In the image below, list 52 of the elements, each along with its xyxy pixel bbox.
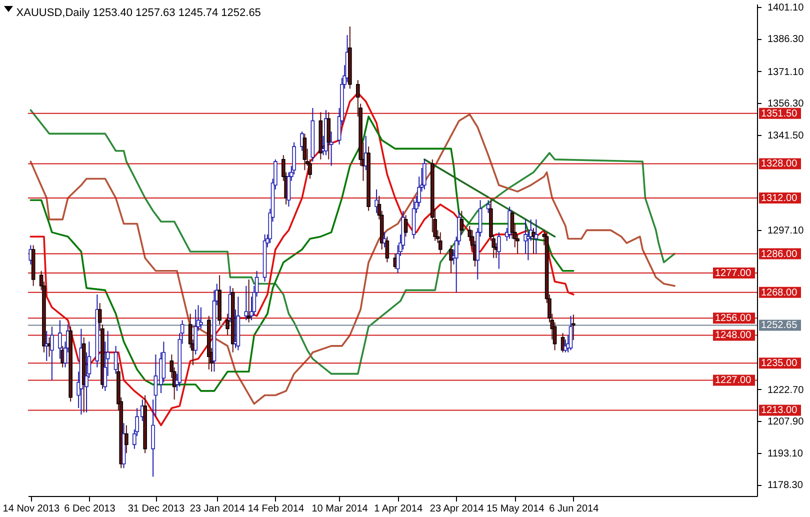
y-tick-label: 1386.30 [768, 34, 804, 46]
ref-line-label: 1252.65 [761, 320, 798, 332]
candlestick [199, 306, 203, 330]
x-tick-label: 15 May 2014 [486, 504, 545, 514]
candlestick [326, 112, 331, 160]
ref-line-label: 1277.00 [715, 268, 752, 280]
x-tick-label: 31 Dec 2013 [128, 504, 185, 514]
candlestick [124, 424, 128, 454]
candlestick [50, 326, 54, 381]
ref-line-label: 1328.00 [761, 158, 798, 170]
x-tick-label: 23 Jan 2014 [190, 504, 246, 514]
candlestick [449, 244, 453, 274]
x-tick-label: 1 Apr 2014 [374, 504, 423, 514]
candlestick [532, 228, 536, 254]
ref-line-label: 1248.00 [715, 330, 752, 342]
ref-line-label: 1213.00 [761, 405, 798, 416]
candlestick [194, 308, 198, 356]
ref-line-label: 1256.00 [715, 313, 752, 324]
candlestick [404, 214, 408, 238]
ref-line-label: 1235.00 [761, 358, 798, 370]
candlestick [486, 200, 490, 214]
x-tick-label: 14 Nov 2013 [2, 504, 60, 514]
candlestick [382, 232, 386, 248]
candlestick [114, 345, 118, 374]
y-tick-label: 1341.50 [768, 130, 804, 142]
x-tick-label: 14 Feb 2014 [248, 504, 304, 514]
candlestick [568, 315, 573, 351]
candlestick [374, 188, 378, 214]
candlestick [438, 232, 442, 254]
ref-line-label: 1268.00 [761, 287, 798, 298]
x-tick-label: 23 Apr 2014 [430, 504, 484, 514]
ref-line-label: 1286.00 [761, 248, 798, 260]
y-tick-label: 1178.30 [768, 480, 804, 492]
candlestick [460, 210, 464, 235]
y-tick-label: 1193.10 [768, 448, 804, 460]
y-tick-label: 1207.90 [768, 416, 804, 428]
candlestick [422, 158, 426, 190]
candlestick [572, 314, 576, 341]
candlestick [497, 232, 501, 270]
x-tick-label: 10 Mar 2014 [312, 504, 368, 514]
x-tick-label: 6 Dec 2013 [64, 504, 116, 514]
y-tick-label: 1297.10 [768, 225, 804, 236]
y-tick-label: 1356.30 [768, 98, 804, 110]
chart-title: XAUUSD,Daily 1253.40 1257.63 1245.74 1252.65 [16, 7, 261, 19]
y-tick-label: 1401.10 [768, 2, 804, 14]
ref-line-label: 1312.00 [761, 193, 798, 204]
ref-line-label: 1227.00 [715, 375, 752, 386]
ref-line-label: 1351.50 [761, 108, 798, 120]
candlestick [385, 236, 390, 263]
x-tick-label: 6 Jun 2014 [549, 504, 600, 514]
y-tick-label: 1371.10 [768, 66, 804, 78]
y-tick-label: 1222.70 [768, 384, 804, 396]
